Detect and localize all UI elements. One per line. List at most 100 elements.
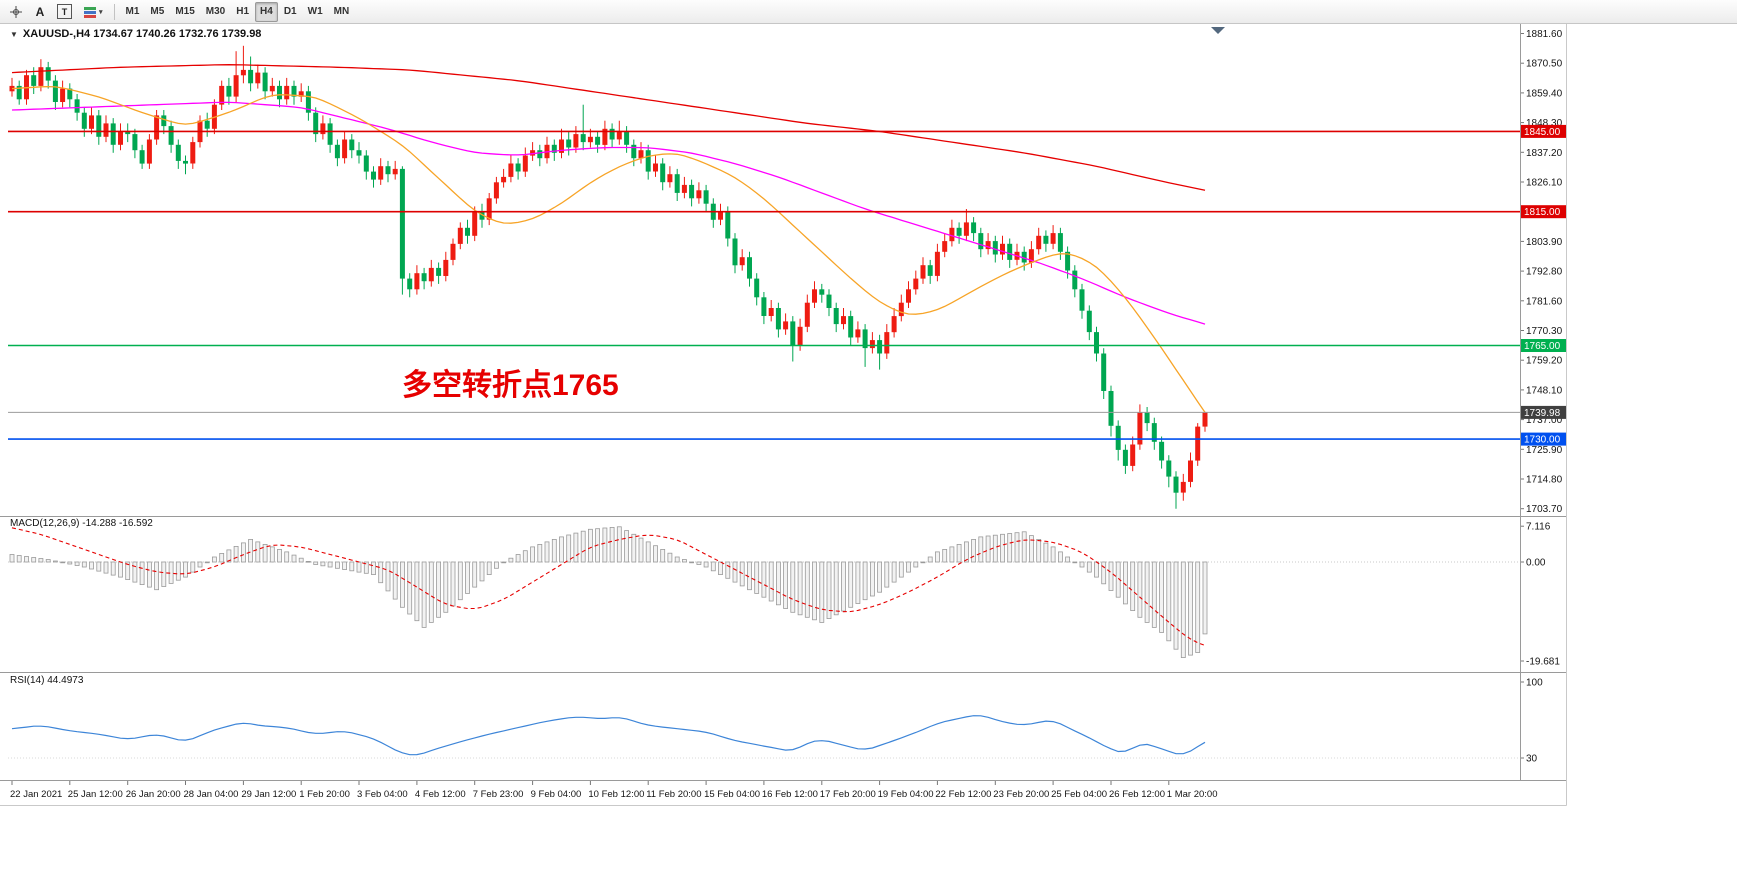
macd-bar (1166, 561, 1172, 642)
macd-bar (645, 541, 651, 563)
macd-bar (305, 561, 311, 563)
timeframe-button-m30[interactable]: M30 (201, 2, 230, 22)
macd-bar (38, 558, 44, 563)
candle (971, 217, 977, 242)
macd-bar (96, 561, 102, 572)
candle (1014, 243, 1020, 266)
macd-bar (667, 552, 673, 563)
candle (183, 155, 188, 175)
timeframe-button-m15[interactable]: M15 (170, 2, 199, 22)
candle (248, 56, 254, 92)
candle (1036, 227, 1042, 255)
macd-bar (421, 561, 427, 628)
macd-bar (537, 544, 543, 563)
candle (544, 136, 550, 164)
crosshair-tool-button[interactable] (4, 2, 28, 22)
macd-bar (349, 561, 355, 572)
macd-bar (154, 561, 160, 591)
macd-bar (190, 561, 196, 573)
macd-bar (1137, 561, 1143, 618)
macd-bar (913, 561, 919, 568)
macd-bar (1058, 551, 1063, 563)
candle (371, 166, 376, 188)
macd-bar (674, 556, 680, 563)
macd-bar (1108, 561, 1114, 591)
macd-bar (1130, 561, 1136, 611)
candle (67, 83, 73, 108)
timeframe-button-m5[interactable]: M5 (145, 2, 169, 22)
candle (298, 83, 304, 102)
macd-bar (761, 561, 767, 598)
crosshair-icon (10, 5, 22, 18)
candle (313, 107, 319, 143)
price-badge (1520, 339, 1567, 352)
timeframe-button-w1[interactable]: W1 (303, 2, 328, 22)
timeframe-button-m1[interactable]: M1 (121, 2, 145, 22)
candle (906, 281, 911, 308)
timeframe-button-h4[interactable]: H4 (255, 1, 278, 22)
macd-bar (530, 546, 535, 563)
macd-bar (956, 544, 962, 563)
timeframe-button-d1[interactable]: D1 (279, 2, 302, 22)
candle (783, 313, 789, 335)
candle (913, 270, 919, 295)
text-annotation-button[interactable]: A (29, 2, 51, 22)
candle (826, 289, 832, 317)
price-axis-label: 1781.60 (1526, 296, 1563, 307)
candle (378, 158, 384, 185)
time-axis-label: 17 Feb 20:00 (820, 789, 876, 800)
macd-bar (790, 561, 796, 613)
candle (1108, 385, 1114, 437)
candle (537, 144, 543, 167)
candle (291, 80, 297, 105)
candle (284, 77, 290, 105)
price-axis-label: 1881.60 (1526, 29, 1563, 40)
chart-window: 1881.60 1870.50 1859.40 1848.30 1837.20 1826.… (0, 24, 1569, 806)
macd-bar (110, 561, 116, 576)
macd-bar (436, 561, 442, 618)
timeframe-button-h1[interactable]: H1 (231, 2, 254, 22)
candle (269, 77, 275, 97)
chart-ohlc-title: XAUUSD-,H4 1734.67 1740.26 1732.76 1739.… (22, 28, 262, 40)
price-badge (1520, 432, 1567, 446)
macd-bar (566, 534, 572, 563)
candle (710, 198, 716, 228)
macd-bar (609, 526, 615, 563)
candle (1173, 471, 1179, 509)
macd-bar (284, 551, 290, 563)
candle (891, 308, 897, 338)
candle (681, 176, 687, 199)
letter-a-icon: A (35, 4, 45, 19)
macd-bar (457, 561, 463, 601)
ma-slow-line (11, 64, 1206, 191)
text-label-button[interactable]: T (52, 2, 77, 22)
macd-bar (877, 561, 882, 593)
macd-bar (1043, 542, 1049, 563)
timeframe-button-mn[interactable]: MN (329, 2, 355, 22)
chart-canvas[interactable]: 1881.60 1870.50 1859.40 1848.30 1837.20 1826.… (0, 24, 1569, 806)
price-axis-label: 1803.90 (1526, 237, 1563, 248)
candle (1137, 404, 1143, 450)
macd-bar (1029, 535, 1034, 563)
macd-bar (248, 539, 254, 563)
macd-bar (479, 561, 485, 582)
candle (118, 123, 123, 151)
macd-bar (551, 539, 557, 563)
candle (689, 179, 695, 207)
candle (1079, 283, 1085, 319)
macd-bar (833, 561, 839, 616)
price-axis-label: 1826.10 (1526, 178, 1563, 189)
indicators-button[interactable]: ▾ (78, 2, 108, 22)
chart-shift-marker[interactable] (1211, 27, 1225, 34)
chart-annotation[interactable]: 多空转折点1765 (402, 369, 619, 402)
candle (385, 160, 391, 183)
macd-bar (1195, 561, 1201, 653)
candle (1151, 417, 1157, 450)
time-axis-label: 7 Feb 23:00 (473, 789, 524, 800)
macd-bar (682, 559, 687, 563)
macd-bar (768, 561, 774, 602)
indicators-icon (84, 6, 96, 18)
candle (501, 168, 507, 188)
candle (305, 85, 311, 121)
candle (349, 134, 355, 159)
